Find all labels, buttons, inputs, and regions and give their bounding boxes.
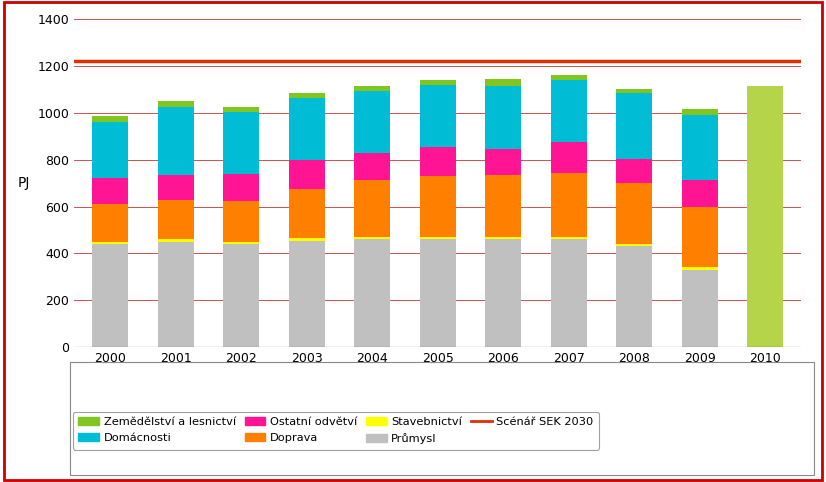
Bar [158,101,194,107]
Bar [223,174,259,201]
Bar [223,201,259,241]
Bar [289,160,325,189]
Bar [354,91,391,153]
Bar [551,240,586,347]
Bar [93,122,128,178]
Bar [158,241,194,347]
Bar [616,159,653,183]
Bar [420,147,456,176]
Bar [485,240,521,347]
Bar [616,246,653,347]
Bar [616,183,653,244]
Bar [93,116,128,122]
Bar [158,240,194,241]
Bar [158,175,194,200]
Bar [223,244,259,347]
Bar [681,268,718,270]
Bar [93,204,128,241]
Bar [551,173,586,237]
Bar [748,86,783,347]
Legend: Zemědělství a lesnictví, Domácnosti, Ostatní odvětví, Doprava, Stavebnictví, Prů: Zemědělství a lesnictví, Domácnosti, Ost… [73,412,599,450]
Bar [93,178,128,204]
Bar [551,76,586,80]
Bar [485,175,521,237]
Bar [420,240,456,347]
Bar [420,237,456,240]
Bar [420,80,456,85]
Bar [551,80,586,142]
Bar [485,149,521,175]
Bar [289,238,325,241]
Bar [616,93,653,159]
Bar [354,180,391,237]
Bar [289,93,325,98]
Bar [681,180,718,207]
Bar [93,241,128,244]
Y-axis label: PJ: PJ [17,176,30,190]
Bar [485,237,521,240]
Bar [223,107,259,112]
Bar [223,112,259,174]
Bar [681,270,718,347]
Bar [223,241,259,244]
Bar [93,244,128,347]
Bar [158,200,194,240]
Bar [289,98,325,160]
Bar [681,109,718,115]
Bar [485,80,521,86]
Bar [681,207,718,268]
Bar [158,107,194,175]
Bar [616,244,653,246]
Bar [354,86,391,91]
Bar [616,89,653,93]
Bar [354,240,391,347]
Bar [289,189,325,238]
Bar [354,153,391,180]
Bar [681,115,718,180]
Bar [551,237,586,240]
Bar [420,176,456,237]
Bar [420,85,456,147]
Bar [485,86,521,149]
Bar [354,237,391,240]
Bar [551,142,586,173]
Bar [289,241,325,347]
